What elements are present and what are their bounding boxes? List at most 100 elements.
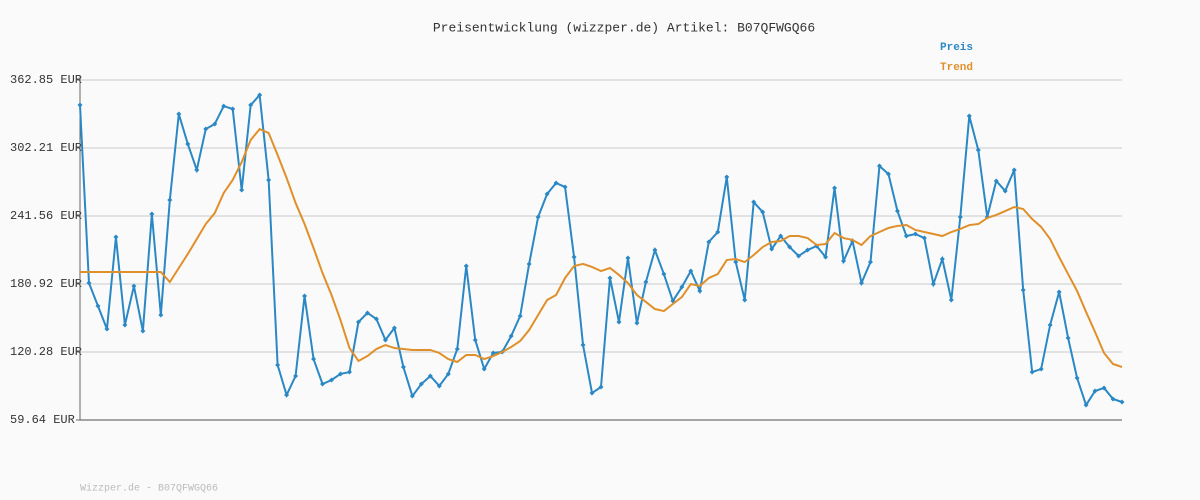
point bbox=[652, 247, 658, 253]
point bbox=[140, 328, 146, 334]
point bbox=[445, 371, 451, 377]
point bbox=[122, 322, 128, 328]
point bbox=[975, 147, 981, 153]
point bbox=[841, 258, 847, 264]
point bbox=[248, 102, 254, 108]
point bbox=[706, 239, 712, 245]
point bbox=[221, 103, 227, 109]
point bbox=[679, 284, 685, 290]
point bbox=[346, 369, 352, 375]
point bbox=[823, 254, 829, 260]
point bbox=[733, 259, 739, 265]
point bbox=[1092, 388, 1098, 394]
point bbox=[867, 259, 873, 265]
point bbox=[688, 268, 694, 274]
point bbox=[230, 106, 236, 112]
point bbox=[948, 297, 954, 303]
point bbox=[598, 384, 604, 390]
point bbox=[338, 371, 343, 377]
point bbox=[616, 319, 622, 325]
footer: Wizzper.de - B07QFWGQ66 bbox=[80, 483, 218, 495]
point bbox=[1002, 188, 1008, 194]
point bbox=[454, 346, 460, 352]
point bbox=[239, 187, 245, 193]
series-line bbox=[80, 127, 1123, 368]
point bbox=[104, 326, 110, 332]
point bbox=[463, 263, 469, 269]
point bbox=[149, 211, 155, 217]
point bbox=[185, 141, 191, 147]
point bbox=[589, 390, 595, 396]
point bbox=[544, 191, 550, 197]
point bbox=[580, 342, 586, 348]
point bbox=[508, 333, 514, 339]
point bbox=[769, 246, 775, 252]
point bbox=[751, 199, 757, 205]
point bbox=[481, 366, 487, 372]
point bbox=[1101, 385, 1107, 391]
point bbox=[553, 180, 559, 186]
point bbox=[284, 392, 290, 398]
point bbox=[939, 256, 945, 262]
point bbox=[1011, 167, 1017, 173]
point bbox=[634, 320, 640, 326]
point bbox=[400, 364, 406, 370]
point bbox=[526, 261, 532, 267]
point bbox=[77, 102, 83, 108]
point bbox=[113, 234, 119, 240]
point bbox=[382, 337, 388, 343]
point bbox=[903, 233, 909, 239]
point bbox=[86, 280, 92, 286]
point bbox=[930, 281, 936, 287]
point bbox=[203, 126, 209, 132]
point bbox=[643, 279, 649, 285]
point bbox=[1110, 396, 1116, 402]
legend-label: Trend bbox=[940, 62, 973, 74]
y-tick-label: 302.21 EUR bbox=[10, 141, 82, 155]
point bbox=[364, 310, 370, 316]
point bbox=[257, 92, 263, 98]
point bbox=[167, 197, 173, 203]
point bbox=[787, 244, 793, 250]
point bbox=[329, 377, 335, 383]
point bbox=[1083, 402, 1089, 408]
point bbox=[876, 163, 882, 169]
point bbox=[571, 254, 577, 260]
point bbox=[697, 288, 703, 294]
point bbox=[535, 214, 541, 220]
point bbox=[1029, 369, 1035, 375]
point bbox=[562, 184, 568, 190]
point bbox=[409, 393, 415, 399]
point bbox=[859, 280, 864, 286]
point bbox=[607, 275, 613, 281]
point bbox=[778, 233, 784, 239]
point bbox=[966, 113, 972, 119]
point bbox=[894, 208, 900, 214]
point bbox=[320, 381, 326, 387]
point bbox=[418, 381, 424, 387]
point bbox=[158, 312, 164, 318]
point bbox=[1056, 289, 1062, 295]
point bbox=[311, 356, 317, 362]
y-tick-label: 59.64 EUR bbox=[10, 413, 75, 427]
legend-label: Preis bbox=[940, 42, 973, 54]
point bbox=[993, 178, 999, 184]
y-tick-label: 241.56 EUR bbox=[10, 209, 82, 223]
point bbox=[176, 111, 182, 117]
point bbox=[275, 362, 281, 368]
chart-title: Preisentwicklung (wizzper.de) Artikel: B… bbox=[433, 20, 815, 35]
point bbox=[490, 350, 496, 356]
point bbox=[194, 167, 200, 173]
point bbox=[796, 253, 802, 259]
point bbox=[921, 235, 927, 241]
point bbox=[266, 177, 272, 183]
y-tick-label: 180.92 EUR bbox=[10, 277, 82, 291]
point bbox=[472, 337, 478, 343]
point bbox=[957, 214, 963, 220]
point bbox=[832, 185, 838, 191]
point bbox=[1119, 399, 1125, 405]
y-tick-label: 120.28 EUR bbox=[10, 345, 82, 359]
